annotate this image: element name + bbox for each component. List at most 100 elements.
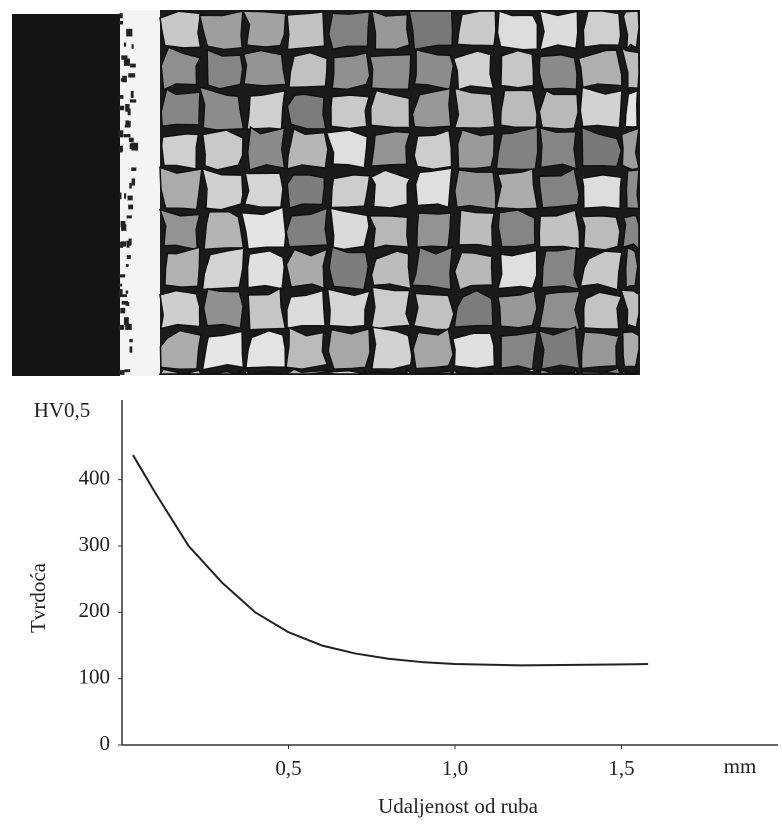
edge-speck	[129, 99, 137, 103]
grain	[368, 215, 410, 250]
grain	[198, 10, 244, 51]
grain	[286, 289, 326, 330]
grain	[413, 129, 453, 171]
grain	[159, 329, 202, 370]
edge-speck	[123, 58, 130, 66]
grain	[246, 125, 286, 171]
grain	[201, 167, 244, 211]
edge-speck	[121, 55, 128, 60]
grain	[159, 166, 203, 211]
edge-speck	[119, 289, 123, 298]
edge-speck	[125, 264, 129, 267]
grain	[160, 46, 202, 91]
grain	[160, 87, 201, 127]
grain	[496, 249, 538, 290]
grain	[456, 10, 497, 47]
grain	[413, 48, 455, 91]
edge-speck	[129, 338, 133, 343]
grain	[369, 89, 411, 129]
grain	[330, 174, 371, 209]
grain	[538, 9, 579, 51]
edge-speck	[125, 290, 129, 294]
grain	[451, 332, 496, 370]
grain	[286, 93, 327, 130]
grain	[159, 289, 201, 330]
grain	[537, 325, 581, 371]
edge-speck	[128, 73, 136, 78]
edge-speck	[125, 323, 132, 330]
grain	[499, 89, 538, 129]
edge-speck	[126, 215, 132, 219]
edge-speck	[120, 220, 126, 228]
grain	[331, 51, 371, 91]
grain	[247, 287, 287, 331]
edge-speck	[119, 192, 122, 200]
grain	[582, 291, 623, 330]
y-axis-title: Tvrdoća	[26, 562, 50, 633]
grain	[288, 51, 328, 89]
grain	[202, 288, 244, 330]
grain	[370, 169, 412, 209]
grain	[244, 368, 285, 375]
grain	[201, 330, 245, 371]
grain	[416, 212, 452, 249]
grain	[624, 246, 639, 290]
grain	[620, 45, 640, 90]
edge-speck	[127, 195, 133, 201]
y-tick-label: 200	[79, 598, 111, 622]
edge-speck	[126, 28, 133, 37]
grain	[158, 368, 203, 375]
grain	[246, 250, 286, 290]
y-unit: HV0,5	[34, 398, 91, 422]
grain	[329, 207, 370, 251]
edge-speck	[127, 108, 131, 116]
grain	[370, 286, 412, 331]
grain	[456, 128, 496, 170]
grain	[453, 169, 497, 211]
grain	[582, 10, 622, 48]
grain	[496, 9, 539, 51]
grain	[370, 250, 412, 290]
grain	[411, 245, 454, 291]
grain	[285, 326, 329, 370]
edge-speck	[120, 294, 127, 297]
grain	[622, 10, 640, 52]
grain	[241, 10, 287, 48]
grain	[325, 129, 369, 169]
grain	[286, 11, 326, 51]
grain	[495, 168, 539, 210]
edge-speck	[119, 145, 123, 152]
y-tick-label: 300	[79, 532, 111, 556]
x-unit: mm	[724, 754, 757, 778]
edge-speck	[129, 143, 132, 150]
edge-speck	[119, 95, 124, 99]
edge-speck	[118, 324, 125, 330]
edge-speck	[131, 44, 134, 49]
edge-speck	[126, 240, 132, 246]
grain	[452, 50, 495, 91]
y-tick-label: 100	[79, 664, 111, 688]
grain	[411, 87, 452, 129]
edge-speck	[119, 13, 123, 19]
edge-speck	[124, 369, 131, 373]
grain	[539, 126, 578, 170]
edge-speck	[126, 120, 131, 128]
grain	[579, 86, 623, 129]
grain	[158, 208, 201, 251]
edge-speck	[131, 178, 136, 186]
edge-speck	[128, 137, 134, 143]
grain	[326, 369, 369, 376]
grain	[453, 87, 496, 129]
grain	[201, 129, 244, 171]
hardness-curve	[132, 454, 649, 667]
grain	[326, 288, 371, 328]
grain	[450, 368, 495, 375]
grain	[159, 10, 202, 49]
grain	[203, 370, 245, 376]
grain	[495, 126, 539, 171]
grain	[581, 174, 623, 210]
grain	[580, 331, 620, 370]
grain	[619, 289, 640, 331]
grain	[538, 89, 579, 130]
